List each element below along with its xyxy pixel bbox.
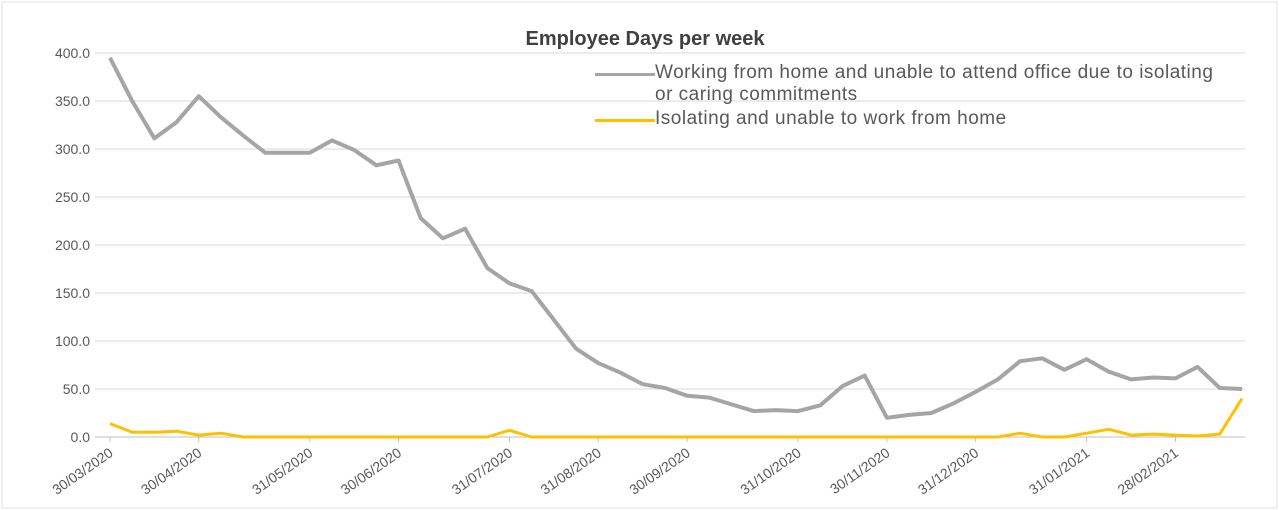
y-tick-label: 350.0 — [55, 93, 90, 109]
x-tick-label: 30/06/2020 — [338, 444, 405, 497]
y-tick-label: 250.0 — [55, 189, 90, 205]
x-tick-label: 31/10/2020 — [737, 444, 804, 497]
legend-item: Working from home and unable to attend o… — [595, 62, 1245, 106]
legend-swatch — [595, 119, 655, 122]
x-tick-label: 31/01/2021 — [1026, 444, 1093, 497]
x-tick-label: 30/11/2020 — [827, 444, 893, 497]
x-tick-label: 28/02/2021 — [1115, 444, 1182, 497]
legend-label: Working from home and unable to attend o… — [655, 62, 1214, 105]
x-tick-label: 31/12/2020 — [915, 444, 982, 497]
x-tick-label: 30/04/2020 — [138, 444, 205, 497]
y-tick-label: 300.0 — [55, 141, 90, 157]
y-tick-label: 200.0 — [55, 237, 90, 253]
x-tick-label: 31/07/2020 — [449, 444, 516, 497]
legend-swatch — [595, 73, 655, 76]
y-tick-label: 400.0 — [55, 45, 90, 61]
y-tick-label: 100.0 — [55, 333, 90, 349]
x-tick-label: 31/08/2020 — [537, 444, 604, 497]
series-line — [108, 56, 1243, 420]
legend-item: Isolating and unable to work from home — [595, 108, 1245, 130]
y-tick-label: 0.0 — [71, 429, 91, 445]
x-tick-label: 30/03/2020 — [49, 444, 116, 497]
legend: Working from home and unable to attend o… — [595, 62, 1245, 132]
y-tick-label: 50.0 — [63, 381, 90, 397]
x-tick-label: 30/09/2020 — [626, 444, 693, 497]
series-line — [109, 397, 1244, 439]
chart-title: Employee Days per week — [525, 28, 765, 50]
legend-label: Isolating and unable to work from home — [655, 108, 1007, 129]
y-tick-label: 150.0 — [55, 285, 90, 301]
x-tick-label: 31/05/2020 — [249, 444, 316, 497]
